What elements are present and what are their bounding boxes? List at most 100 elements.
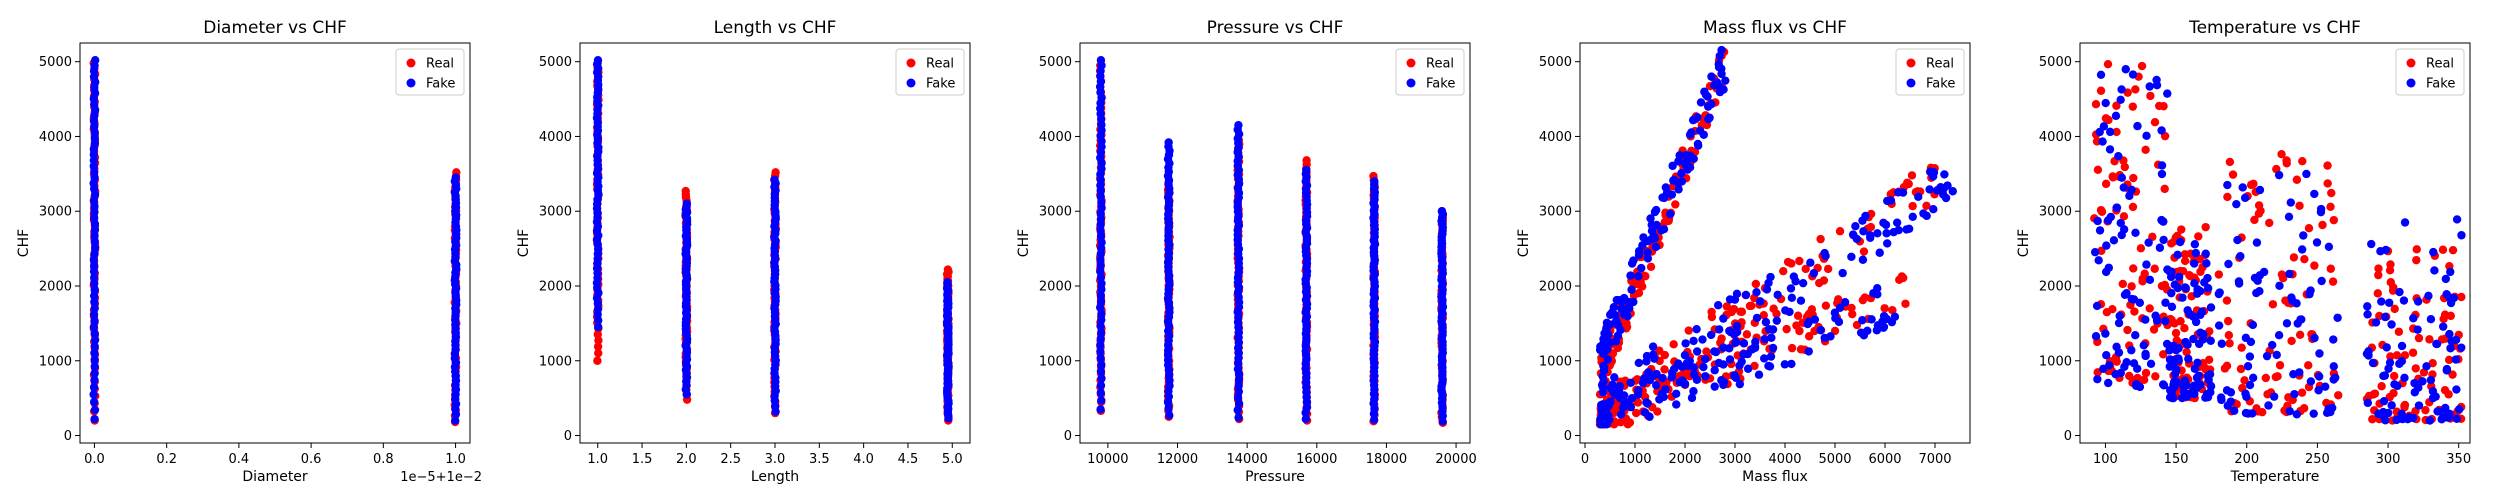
data-point xyxy=(2445,409,2454,418)
data-point xyxy=(2114,348,2124,357)
data-point xyxy=(1710,366,1719,375)
data-point xyxy=(2369,390,2378,399)
data-point xyxy=(2102,350,2111,360)
data-point xyxy=(1096,381,1106,390)
data-point xyxy=(2128,70,2138,79)
data-point xyxy=(1806,258,1815,267)
data-point xyxy=(1369,415,1379,425)
data-point xyxy=(1739,350,1748,359)
data-point xyxy=(1664,216,1673,226)
data-point xyxy=(1858,216,1867,225)
data-point xyxy=(1658,373,1667,383)
data-point xyxy=(2289,253,2299,262)
data-point xyxy=(1165,411,1174,420)
data-point xyxy=(2385,298,2394,307)
data-point xyxy=(2165,393,2175,402)
y-tick-label: 0 xyxy=(1564,429,1572,444)
data-point xyxy=(1706,330,1716,340)
data-point xyxy=(1717,64,1726,73)
data-point xyxy=(2160,184,2169,194)
data-point xyxy=(2368,358,2378,368)
x-tick-label: 12000 xyxy=(1157,452,1198,467)
data-point xyxy=(2384,364,2393,373)
data-point xyxy=(2103,59,2113,69)
x-tick-label: 5000 xyxy=(1818,452,1851,467)
data-point xyxy=(90,55,100,65)
legend-marker-fake xyxy=(2406,78,2416,88)
data-point xyxy=(2136,244,2146,253)
data-point xyxy=(2146,359,2156,369)
x-tick-label: 4000 xyxy=(1768,452,1801,467)
x-tick-label: 0.2 xyxy=(156,452,177,467)
data-point xyxy=(1643,254,1653,263)
data-point xyxy=(2180,256,2190,266)
data-point xyxy=(2217,339,2226,348)
data-point xyxy=(2214,321,2224,330)
data-point xyxy=(2362,349,2372,358)
data-point xyxy=(1681,160,1690,169)
x-tick-label: 20000 xyxy=(1435,452,1476,467)
data-point xyxy=(2138,274,2147,283)
data-point xyxy=(2225,157,2235,167)
data-point xyxy=(1922,211,1931,221)
data-point xyxy=(2392,415,2401,425)
data-point xyxy=(2111,370,2120,379)
data-point xyxy=(1768,343,1778,353)
data-point xyxy=(593,342,603,351)
data-point xyxy=(1809,269,1819,278)
data-point xyxy=(593,55,603,65)
data-point xyxy=(2411,364,2420,373)
data-point xyxy=(2274,170,2284,180)
data-point xyxy=(1616,325,1625,335)
data-point xyxy=(1631,408,1641,418)
data-point xyxy=(1634,386,1643,395)
data-point xyxy=(2329,375,2338,384)
data-point xyxy=(2223,316,2233,326)
y-tick-label: 2000 xyxy=(1539,279,1572,294)
data-point xyxy=(2101,98,2110,108)
data-point xyxy=(2240,193,2250,203)
data-point xyxy=(2328,277,2338,286)
data-point xyxy=(2189,334,2198,344)
axes-frame xyxy=(1079,42,1471,444)
data-point xyxy=(2128,202,2138,212)
data-point xyxy=(2093,165,2103,174)
data-point xyxy=(1752,313,1762,323)
data-point xyxy=(2329,215,2338,225)
series-fake xyxy=(2090,65,2466,425)
data-point xyxy=(2091,332,2101,341)
data-point xyxy=(2203,392,2213,402)
data-point xyxy=(2389,389,2398,398)
data-point xyxy=(2430,266,2439,275)
data-point xyxy=(1689,154,1698,164)
data-point xyxy=(1929,168,1939,177)
data-point xyxy=(2363,310,2372,319)
data-point xyxy=(1731,337,1741,347)
data-point xyxy=(2367,239,2376,249)
data-point xyxy=(2441,274,2451,284)
data-point xyxy=(1847,252,1856,262)
y-tick-label: 2000 xyxy=(2039,279,2072,294)
data-point xyxy=(2144,238,2153,247)
data-point xyxy=(2287,293,2296,302)
y-tick-label: 0 xyxy=(564,429,572,444)
data-point xyxy=(2173,250,2182,260)
data-point xyxy=(771,168,780,177)
y-tick-label: 5000 xyxy=(539,55,572,70)
data-point xyxy=(2106,212,2116,222)
data-point xyxy=(1796,345,1806,354)
y-axis-label: CHF xyxy=(2016,229,2032,257)
legend-label-real: Real xyxy=(1926,57,1954,72)
scatter-points xyxy=(1595,45,1957,429)
data-point xyxy=(1634,272,1643,281)
data-point xyxy=(2181,283,2190,293)
data-point xyxy=(1625,304,1634,313)
data-point xyxy=(2189,385,2198,395)
data-point xyxy=(2432,339,2441,349)
x-tick-label: 3000 xyxy=(1718,452,1751,467)
data-point xyxy=(1858,316,1867,325)
data-point xyxy=(2315,349,2324,358)
data-point xyxy=(2309,409,2318,418)
x-axis-label: Length xyxy=(751,469,799,485)
